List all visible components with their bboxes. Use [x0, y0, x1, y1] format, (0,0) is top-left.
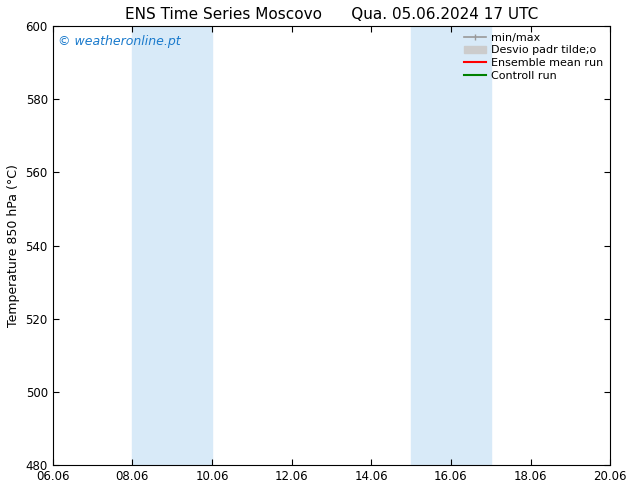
Bar: [133, 26, 212, 465]
Bar: [411, 26, 491, 465]
Title: ENS Time Series Moscovo      Qua. 05.06.2024 17 UTC: ENS Time Series Moscovo Qua. 05.06.2024 …: [125, 7, 538, 22]
Legend: min/max, Desvio padr tilde;o, Ensemble mean run, Controll run: min/max, Desvio padr tilde;o, Ensemble m…: [460, 29, 607, 84]
Text: © weatheronline.pt: © weatheronline.pt: [58, 35, 181, 48]
Y-axis label: Temperature 850 hPa (°C): Temperature 850 hPa (°C): [7, 164, 20, 327]
